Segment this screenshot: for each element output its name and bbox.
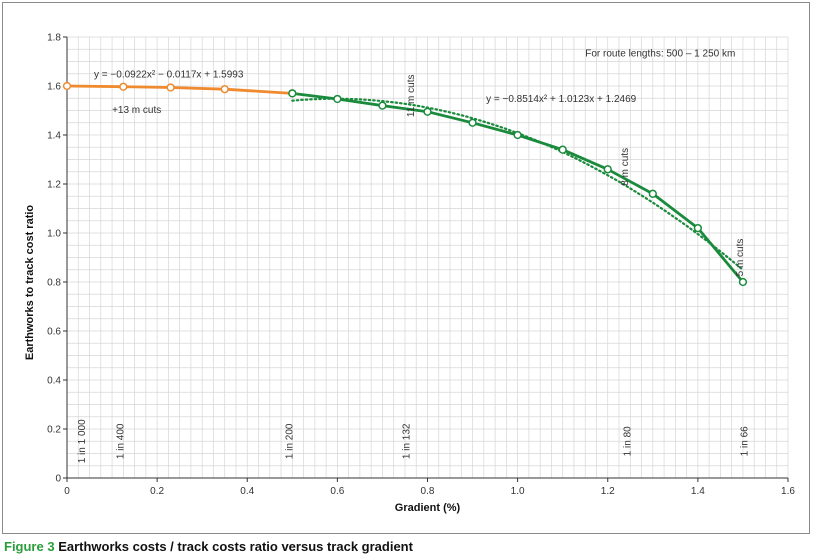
y-tick-label: 0.2 bbox=[47, 425, 61, 436]
series-point-2 bbox=[513, 130, 522, 140]
annotation-label: 1 in 400 bbox=[115, 423, 126, 459]
annotation-label: 1 in 132 bbox=[402, 423, 413, 459]
figure-caption: Figure 3 Earthworks costs / track costs … bbox=[4, 539, 413, 554]
series-point-2 bbox=[648, 189, 657, 198]
x-axis-title: Gradient (%) bbox=[395, 502, 461, 514]
series-point-2 bbox=[693, 223, 703, 233]
x-tick-label: 0 bbox=[64, 486, 70, 497]
y-tick-label: 0 bbox=[55, 474, 61, 485]
x-tick-label: 0.6 bbox=[330, 486, 344, 497]
annotation-label: 1 in 200 bbox=[284, 423, 295, 459]
annotation-label: 1 in 1 000 bbox=[77, 419, 88, 463]
series-point-2 bbox=[423, 107, 432, 116]
y-tick-label: 1.0 bbox=[47, 229, 61, 240]
annotation-label: For route lengths: 500 – 1 250 km bbox=[585, 49, 735, 60]
series-point-2 bbox=[288, 89, 297, 98]
series-point-1 bbox=[220, 85, 229, 94]
series-point-2 bbox=[378, 101, 387, 110]
annotation-label: +13 m cuts bbox=[112, 105, 161, 116]
y-tick-label: 1.8 bbox=[47, 33, 61, 44]
x-tick-label: 1.0 bbox=[511, 486, 525, 497]
equation-label: y = −0.0922x² − 0.0117x + 1.5993 bbox=[94, 69, 244, 80]
annotation-label: 1 in 66 bbox=[739, 426, 750, 456]
x-tick-label: 0.4 bbox=[240, 486, 254, 497]
x-tick-label: 1.6 bbox=[781, 486, 795, 497]
annotation-label: 8 m cuts bbox=[620, 148, 631, 186]
x-tick-label: 0.8 bbox=[421, 486, 435, 497]
annotation-label: 1 in 80 bbox=[622, 426, 633, 456]
series-point-2 bbox=[738, 277, 748, 287]
x-tick-label: 1.2 bbox=[601, 486, 615, 497]
y-tick-label: 0.8 bbox=[47, 278, 61, 289]
annotation-label: 11 m cuts bbox=[406, 74, 417, 117]
series-point-2 bbox=[603, 165, 612, 174]
chart-grid bbox=[66, 36, 789, 479]
series-point-1 bbox=[119, 82, 128, 91]
x-tick-label: 0.2 bbox=[150, 486, 164, 497]
series-point-1 bbox=[62, 81, 72, 91]
y-tick-label: 1.6 bbox=[47, 82, 61, 93]
chart-lines bbox=[62, 81, 748, 287]
y-tick-label: 1.4 bbox=[47, 131, 61, 142]
equation-label: y = −0.8514x² + 1.0123x + 1.2469 bbox=[486, 94, 637, 105]
x-tick-label: 1.4 bbox=[691, 486, 705, 497]
chart-axes: 0 0.2 0.4 0.6 0.8 1.0 1.2 1.4 1.6 0 0.2 0.4 0.6 0.8 1.… bbox=[24, 33, 795, 515]
series-point-2 bbox=[468, 118, 477, 127]
figure-caption-text: Earthworks costs / track costs ratio ver… bbox=[54, 539, 413, 554]
y-tick-label: 0.4 bbox=[47, 376, 61, 387]
figure-label: Figure 3 bbox=[4, 539, 55, 554]
series-point-1 bbox=[166, 83, 175, 92]
series-point-2 bbox=[558, 145, 567, 154]
series-point-2 bbox=[333, 94, 342, 104]
y-tick-label: 0.6 bbox=[47, 327, 61, 338]
y-axis-title: Earthworks to track cost ratio bbox=[24, 205, 36, 361]
annotation-label: 5 m cuts bbox=[735, 239, 746, 277]
chart-annotations: y = −0.0922x² − 0.0117x + 1.5993 y = −0.8… bbox=[77, 49, 750, 464]
y-tick-label: 1.2 bbox=[47, 180, 61, 191]
